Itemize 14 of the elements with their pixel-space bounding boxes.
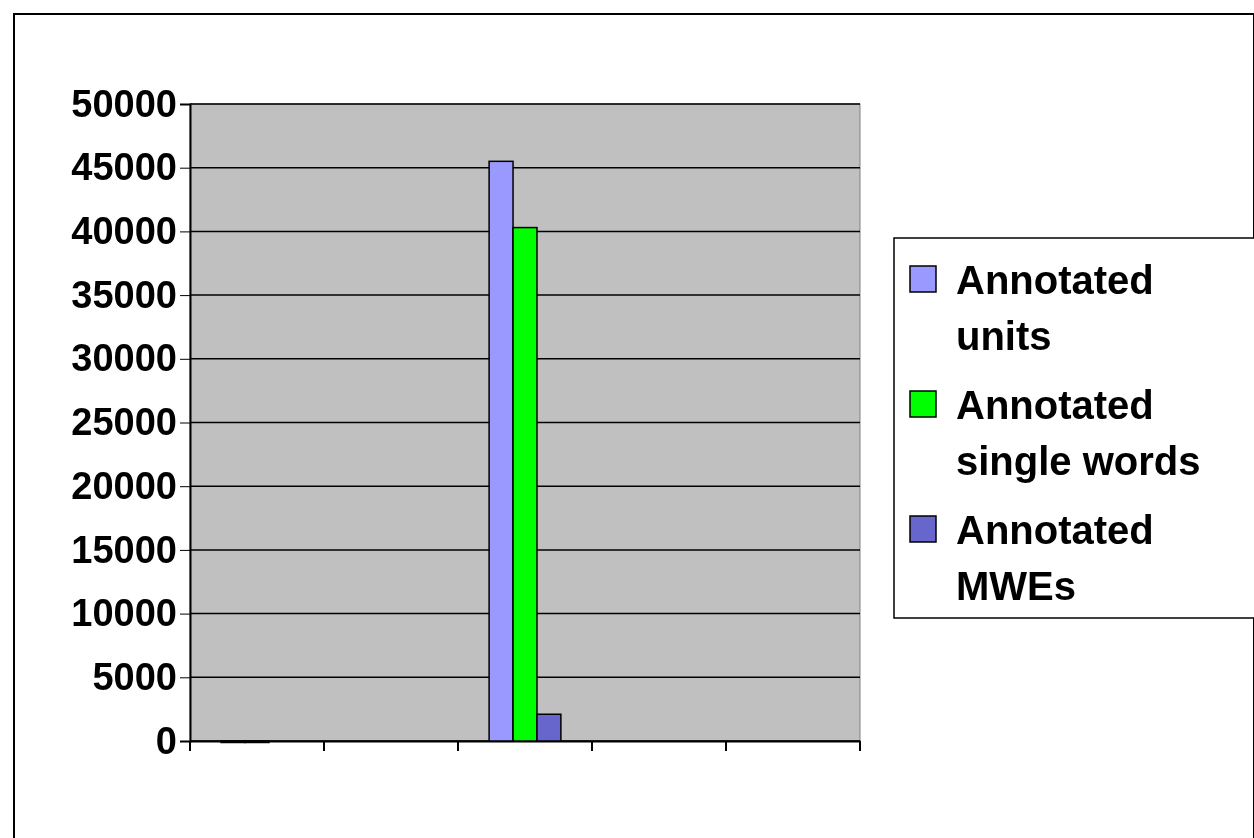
y-tick-label: 40000 <box>71 210 177 253</box>
legend-label: Annotated single words <box>956 383 1201 483</box>
y-tick-label: 10000 <box>71 592 177 635</box>
y-tick-label: 45000 <box>71 146 177 189</box>
y-tick-label: 0 <box>155 719 177 762</box>
y-tick-label: 30000 <box>71 337 177 380</box>
y-tick-label: 15000 <box>71 528 177 571</box>
y-tick-label: 25000 <box>71 401 177 444</box>
y-tick-label: 50000 <box>71 82 177 125</box>
legend-label: Annotated MWEs <box>956 508 1154 608</box>
legend-label: Annotated units <box>956 258 1154 358</box>
y-tick-label: 5000 <box>92 655 177 698</box>
y-tick-label: 20000 <box>71 464 177 507</box>
y-tick-label: 35000 <box>71 273 177 316</box>
